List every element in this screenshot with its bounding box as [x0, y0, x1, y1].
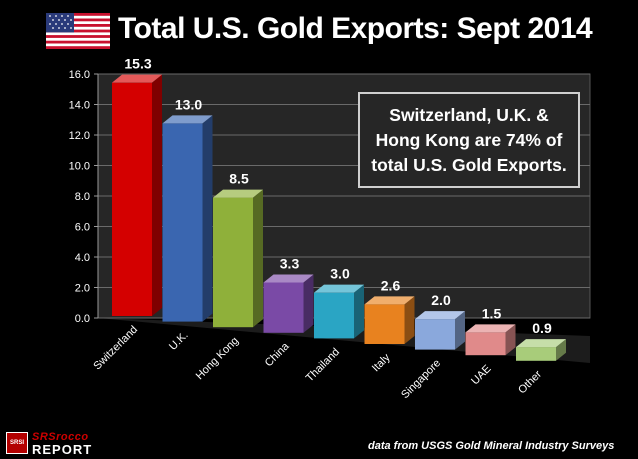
- bar-top: [364, 296, 415, 305]
- x-tick-label: Hong Kong: [194, 335, 241, 382]
- y-tick-label: 6.0: [75, 222, 90, 234]
- data-label: 0.9: [532, 320, 552, 336]
- bar: [263, 282, 304, 333]
- logo-top-text: SRSrocco: [32, 431, 89, 443]
- data-label: 8.5: [229, 171, 249, 187]
- bar: [314, 292, 354, 339]
- bar: [465, 332, 506, 356]
- y-tick-label: 16.0: [69, 69, 90, 81]
- x-tick-label: U.K.: [167, 329, 191, 353]
- bar-top: [112, 74, 162, 83]
- y-tick-label: 0.0: [75, 313, 90, 325]
- callout-line-2: Hong Kong are 74% of: [375, 130, 563, 150]
- x-tick-label: UAE: [469, 363, 493, 387]
- data-label: 3.0: [330, 266, 350, 282]
- y-tick-label: 4.0: [75, 252, 90, 264]
- bar-side: [152, 74, 162, 316]
- source-note: data from USGS Gold Mineral Industry Sur…: [368, 440, 615, 452]
- bar-side: [202, 115, 213, 322]
- bar-top: [465, 324, 516, 333]
- bar-side: [404, 296, 415, 344]
- callout-line-1: Switzerland, U.K. &: [389, 105, 549, 125]
- data-label: 3.3: [280, 255, 300, 271]
- bar-side: [505, 324, 516, 356]
- bar: [415, 319, 455, 350]
- x-tick-label: Singapore: [399, 357, 443, 401]
- bar-top: [263, 274, 314, 283]
- chart-title: Total U.S. Gold Exports: Sept 2014: [118, 12, 593, 45]
- bar-top: [213, 189, 263, 198]
- callout-line-3: total U.S. Gold Exports.: [371, 155, 567, 175]
- bar-top: [162, 115, 213, 124]
- callout-box: Switzerland, U.K. & Hong Kong are 74% of…: [358, 92, 580, 188]
- y-tick-label: 2.0: [75, 283, 90, 295]
- bar-side: [303, 274, 314, 333]
- bar-top: [415, 311, 465, 320]
- data-label: 1.5: [482, 305, 502, 321]
- bar: [213, 197, 253, 328]
- bar: [112, 82, 152, 316]
- bar-side: [556, 339, 566, 361]
- logo-badge: SRSI: [6, 432, 28, 454]
- bar-side: [354, 284, 364, 339]
- bar: [516, 347, 556, 361]
- data-label: 2.0: [431, 292, 451, 308]
- x-tick-label: Thailand: [304, 346, 342, 384]
- bar-side: [455, 311, 465, 350]
- y-tick-label: 12.0: [69, 130, 90, 142]
- y-tick-label: 8.0: [75, 191, 90, 203]
- y-tick-label: 10.0: [69, 161, 90, 173]
- x-tick-label: Switzerland: [91, 324, 140, 373]
- bar: [364, 304, 405, 344]
- us-flag-icon: [46, 13, 110, 49]
- bar-top: [314, 284, 364, 293]
- y-tick-label: 14.0: [69, 100, 90, 112]
- bar-top: [516, 339, 566, 348]
- logo-bottom-text: REPORT: [32, 442, 93, 457]
- srsrocco-logo: SRSI SRSrocco REPORT: [6, 431, 116, 457]
- x-tick-label: China: [263, 340, 292, 369]
- data-label: 2.6: [381, 277, 401, 293]
- x-tick-label: Other: [516, 368, 544, 396]
- bar-side: [253, 189, 263, 328]
- data-label: 15.3: [124, 56, 151, 72]
- data-label: 13.0: [175, 96, 202, 112]
- bar: [162, 123, 203, 322]
- x-tick-label: Italy: [370, 351, 393, 374]
